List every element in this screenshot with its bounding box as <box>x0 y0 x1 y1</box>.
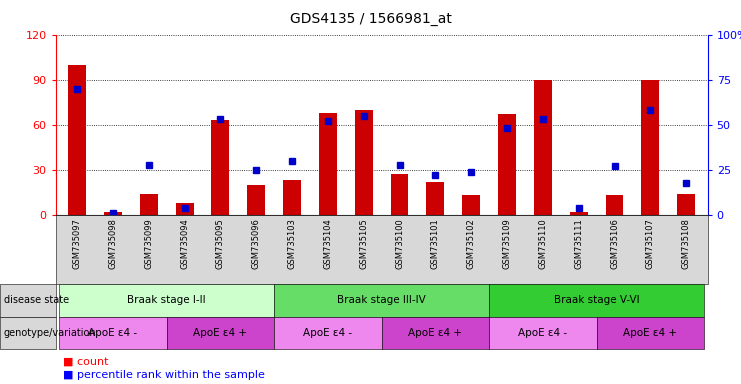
Text: ApoE ε4 -: ApoE ε4 - <box>88 328 138 338</box>
Text: GSM735094: GSM735094 <box>180 218 189 269</box>
Text: ApoE ε4 +: ApoE ε4 + <box>408 328 462 338</box>
Text: ApoE ε4 +: ApoE ε4 + <box>623 328 677 338</box>
Bar <box>462 195 480 215</box>
Text: GDS4135 / 1566981_at: GDS4135 / 1566981_at <box>290 12 451 25</box>
Bar <box>68 65 86 215</box>
Bar <box>283 180 301 215</box>
Bar <box>319 113 337 215</box>
Bar <box>247 185 265 215</box>
Text: GSM735097: GSM735097 <box>73 218 82 269</box>
Text: ApoE ε4 -: ApoE ε4 - <box>303 328 353 338</box>
Text: ApoE ε4 +: ApoE ε4 + <box>193 328 247 338</box>
Text: GSM735098: GSM735098 <box>108 218 117 269</box>
Bar <box>104 212 122 215</box>
Text: GSM735099: GSM735099 <box>144 218 153 269</box>
Text: GSM735100: GSM735100 <box>395 218 404 269</box>
Text: GSM735104: GSM735104 <box>323 218 333 269</box>
Text: GSM735109: GSM735109 <box>502 218 511 269</box>
Text: GSM735110: GSM735110 <box>539 218 548 269</box>
Bar <box>355 110 373 215</box>
Text: GSM735101: GSM735101 <box>431 218 440 269</box>
Text: ■ count: ■ count <box>63 356 108 367</box>
Text: Braak stage I-II: Braak stage I-II <box>127 295 206 306</box>
Bar <box>211 120 230 215</box>
Text: Braak stage V-VI: Braak stage V-VI <box>554 295 639 306</box>
Text: Braak stage III-IV: Braak stage III-IV <box>337 295 426 306</box>
Text: ■ percentile rank within the sample: ■ percentile rank within the sample <box>63 370 265 381</box>
Text: GSM735105: GSM735105 <box>359 218 368 269</box>
Bar <box>498 114 516 215</box>
Bar <box>534 80 552 215</box>
Bar <box>642 80 659 215</box>
Text: GSM735111: GSM735111 <box>574 218 583 269</box>
Text: GSM735103: GSM735103 <box>288 218 296 269</box>
Text: GSM735096: GSM735096 <box>252 218 261 269</box>
Text: GSM735095: GSM735095 <box>216 218 225 269</box>
Bar <box>176 203 193 215</box>
Bar <box>605 195 623 215</box>
Bar <box>677 194 695 215</box>
Bar <box>426 182 445 215</box>
Text: disease state: disease state <box>4 295 69 306</box>
Text: GSM735106: GSM735106 <box>610 218 619 269</box>
Text: GSM735108: GSM735108 <box>682 218 691 269</box>
Text: GSM735102: GSM735102 <box>467 218 476 269</box>
Bar <box>570 212 588 215</box>
Text: GSM735107: GSM735107 <box>646 218 655 269</box>
Text: genotype/variation: genotype/variation <box>4 328 96 338</box>
Bar <box>391 174 408 215</box>
Bar <box>140 194 158 215</box>
Text: ApoE ε4 -: ApoE ε4 - <box>518 328 568 338</box>
